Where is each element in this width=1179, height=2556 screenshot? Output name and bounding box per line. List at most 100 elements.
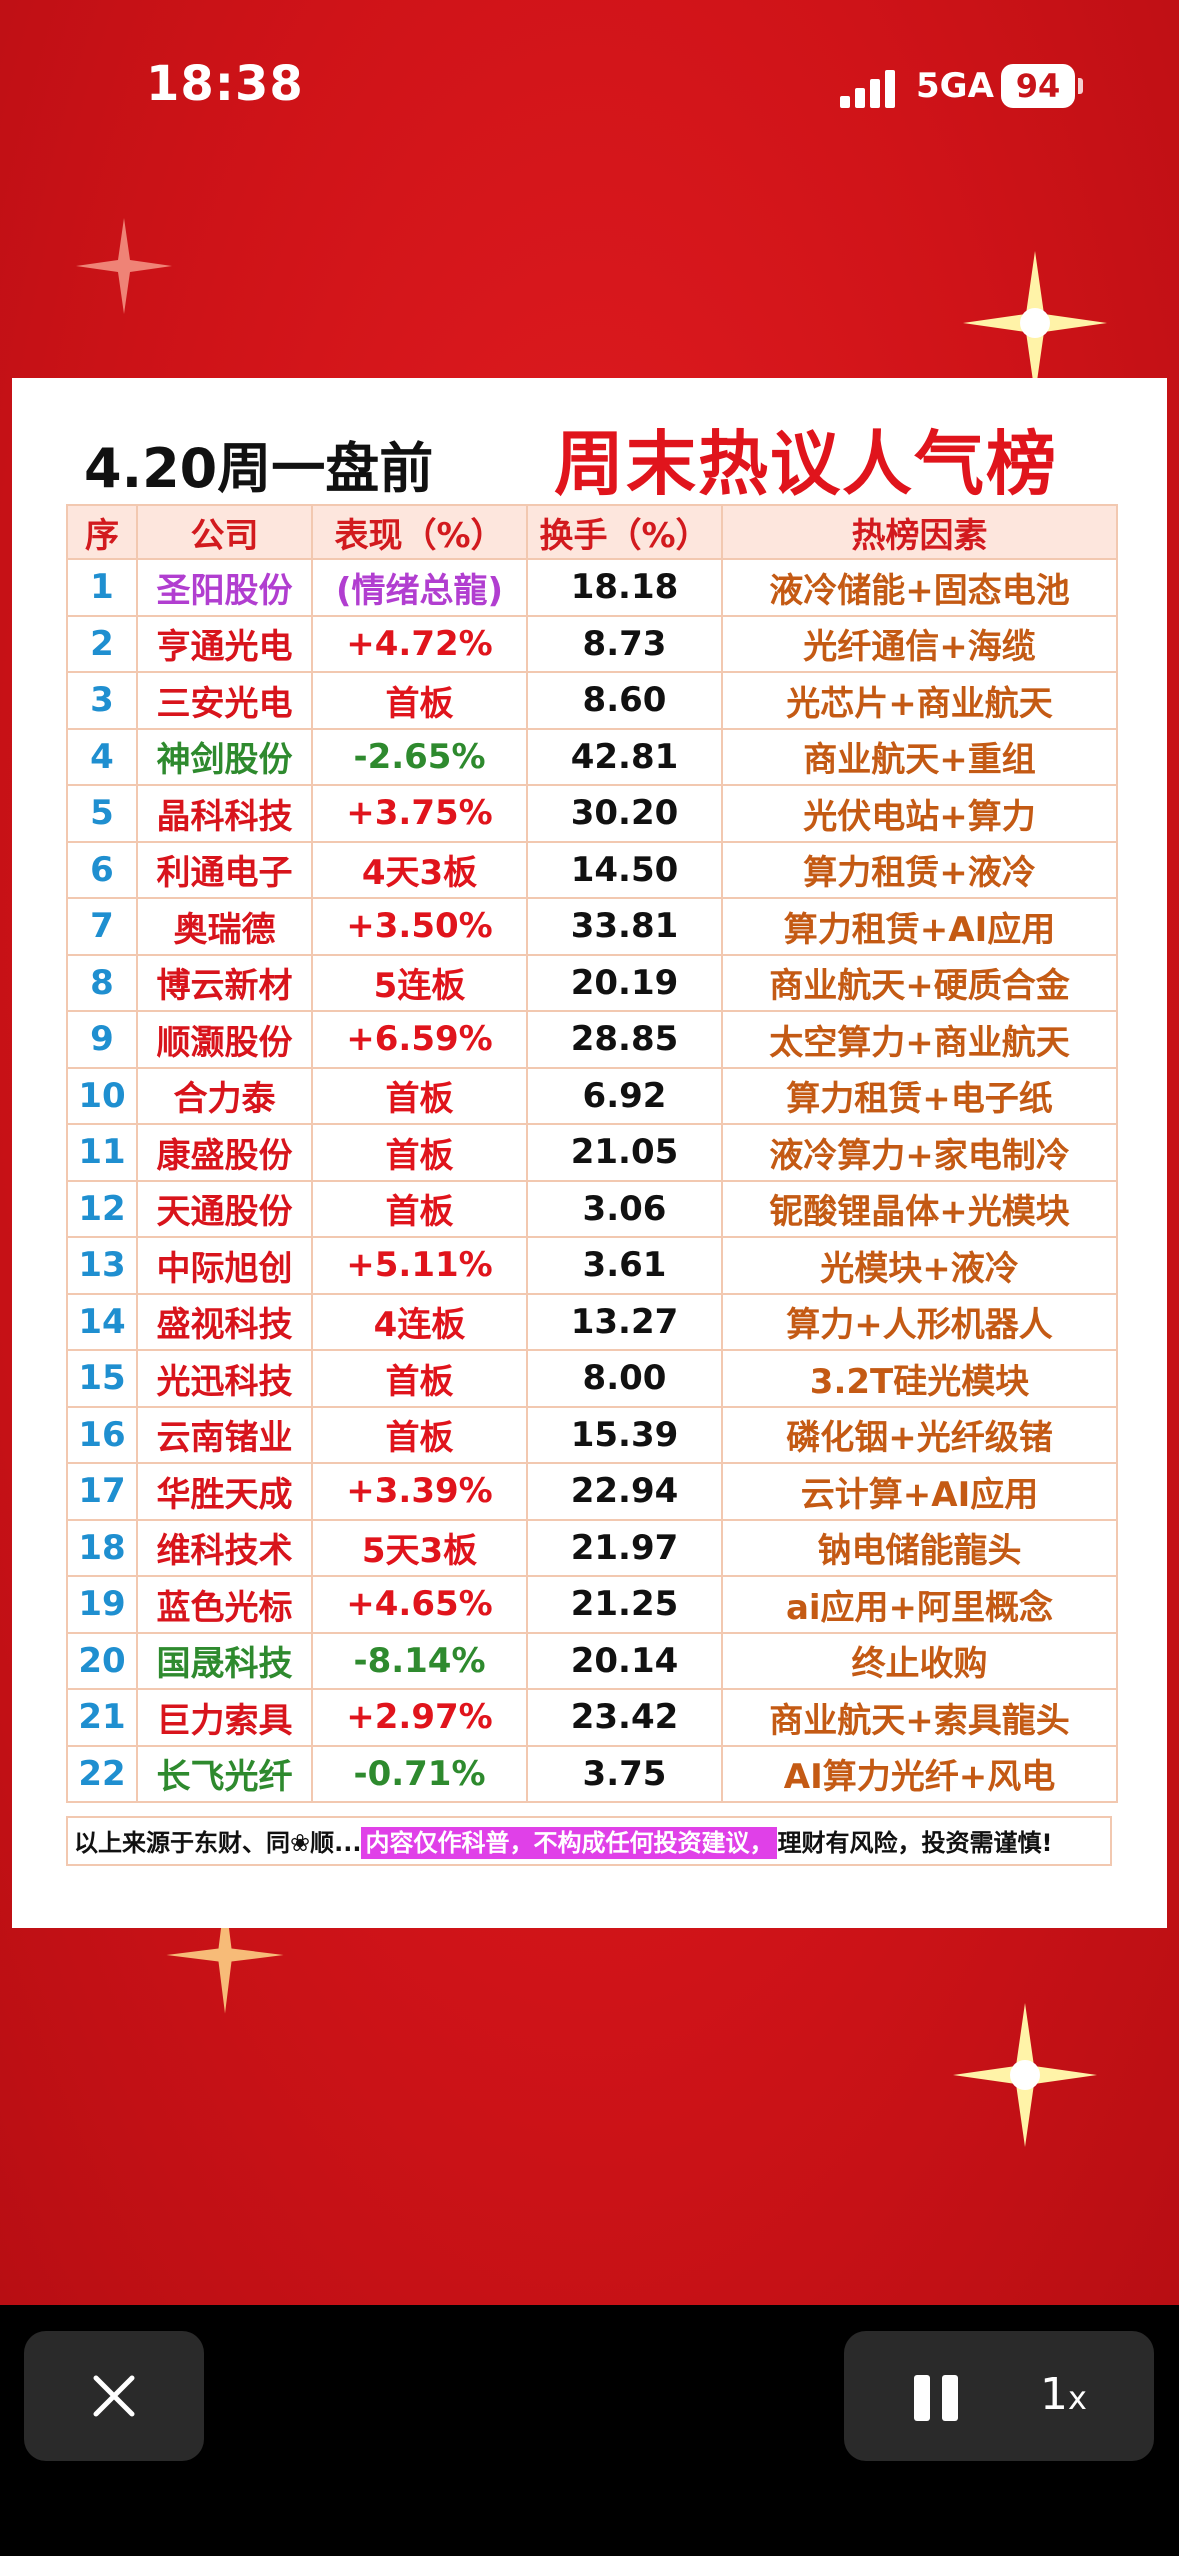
- row-performance: 4连板: [311, 1292, 528, 1351]
- row-company: 云南锗业: [136, 1405, 313, 1464]
- row-reason: 光纤通信+海缆: [721, 614, 1118, 673]
- table-row: 9 顺灏股份 +6.59% 28.85 太空算力+商业航天: [66, 1010, 1118, 1069]
- row-performance: +4.65%: [311, 1575, 528, 1634]
- table-row: 10 合力泰 首板 6.92 算力租赁+电子纸: [66, 1066, 1118, 1125]
- row-performance: 首板: [311, 1179, 528, 1238]
- row-index: 5: [66, 784, 138, 843]
- table-row: 8 博云新材 5连板 20.19 商业航天+硬质合金: [66, 953, 1118, 1012]
- row-company: 巨力索具: [136, 1688, 313, 1747]
- playback-speed-button[interactable]: 1x: [1040, 2369, 1087, 2420]
- row-turnover: 18.18: [526, 558, 723, 617]
- playback-controls: 1x: [844, 2331, 1154, 2461]
- row-company: 三安光电: [136, 671, 313, 730]
- row-turnover: 28.85: [526, 1010, 723, 1069]
- row-turnover: 20.19: [526, 953, 723, 1012]
- table-row: 5 晶科科技 +3.75% 30.20 光伏电站+算力: [66, 784, 1118, 843]
- header-turnover: 换手（%）: [526, 504, 723, 560]
- row-company: 国晟科技: [136, 1631, 313, 1690]
- row-performance: +3.39%: [311, 1462, 528, 1521]
- row-reason: 3.2T硅光模块: [721, 1349, 1118, 1408]
- row-turnover: 42.81: [526, 727, 723, 786]
- row-index: 14: [66, 1292, 138, 1351]
- row-company: 合力泰: [136, 1066, 313, 1125]
- row-turnover: 6.92: [526, 1066, 723, 1125]
- row-index: 19: [66, 1575, 138, 1634]
- header-index: 序: [66, 504, 138, 560]
- date-headline: 4.20周一盘前: [84, 437, 434, 500]
- table-row: 21 巨力索具 +2.97% 23.42 商业航天+索具龍头: [66, 1688, 1118, 1747]
- row-turnover: 15.39: [526, 1405, 723, 1464]
- disclaimer-highlight: 内容仅作科普，不构成任何投资建议，: [361, 1827, 778, 1859]
- row-reason: 终止收购: [721, 1631, 1118, 1690]
- table-row: 4 神剑股份 -2.65% 42.81 商业航天+重组: [66, 727, 1118, 786]
- table-row: 17 华胜天成 +3.39% 22.94 云计算+AI应用: [66, 1462, 1118, 1521]
- row-performance: 5天3板: [311, 1518, 528, 1577]
- row-performance: +5.11%: [311, 1236, 528, 1295]
- row-reason: 太空算力+商业航天: [721, 1010, 1118, 1069]
- row-reason: 铌酸锂晶体+光模块: [721, 1179, 1118, 1238]
- close-button[interactable]: [24, 2331, 204, 2461]
- row-performance: 4天3板: [311, 840, 528, 899]
- row-turnover: 8.73: [526, 614, 723, 673]
- row-index: 21: [66, 1688, 138, 1747]
- list-title: 周末热议人气榜: [554, 423, 1058, 505]
- row-company: 光迅科技: [136, 1349, 313, 1408]
- row-company: 康盛股份: [136, 1123, 313, 1182]
- row-turnover: 33.81: [526, 897, 723, 956]
- row-index: 3: [66, 671, 138, 730]
- row-turnover: 3.61: [526, 1236, 723, 1295]
- header-company: 公司: [136, 504, 313, 560]
- row-index: 15: [66, 1349, 138, 1408]
- status-time: 18:38: [146, 56, 304, 112]
- row-performance: 首板: [311, 1123, 528, 1182]
- row-index: 7: [66, 897, 138, 956]
- row-index: 8: [66, 953, 138, 1012]
- row-reason: AI算力光纤+风电: [721, 1744, 1118, 1803]
- battery-icon: 94: [1001, 64, 1075, 108]
- row-index: 2: [66, 614, 138, 673]
- row-index: 17: [66, 1462, 138, 1521]
- row-reason: 算力租赁+电子纸: [721, 1066, 1118, 1125]
- table-row: 15 光迅科技 首板 8.00 3.2T硅光模块: [66, 1349, 1118, 1408]
- table-row: 11 康盛股份 首板 21.05 液冷算力+家电制冷: [66, 1123, 1118, 1182]
- row-company: 蓝色光标: [136, 1575, 313, 1634]
- row-turnover: 13.27: [526, 1292, 723, 1351]
- row-turnover: 3.75: [526, 1744, 723, 1803]
- row-performance: +6.59%: [311, 1010, 528, 1069]
- row-reason: 算力租赁+AI应用: [721, 897, 1118, 956]
- table-row: 19 蓝色光标 +4.65% 21.25 ai应用+阿里概念: [66, 1575, 1118, 1634]
- table-row: 1 圣阳股份 (情绪总龍) 18.18 液冷储能+固态电池: [66, 558, 1118, 617]
- row-performance: 5连板: [311, 953, 528, 1012]
- speed-unit: x: [1068, 2379, 1087, 2417]
- pause-button[interactable]: [914, 2375, 958, 2421]
- row-performance: 首板: [311, 1349, 528, 1408]
- table-row: 2 亨通光电 +4.72% 8.73 光纤通信+海缆: [66, 614, 1118, 673]
- row-turnover: 20.14: [526, 1631, 723, 1690]
- row-company: 天通股份: [136, 1179, 313, 1238]
- table-row: 22 长飞光纤 -0.71% 3.75 AI算力光纤+风电: [66, 1744, 1118, 1803]
- battery-tip: [1078, 78, 1083, 94]
- table-header-row: 序 公司 表现（%） 换手（%） 热榜因素: [66, 504, 1118, 560]
- row-company: 亨通光电: [136, 614, 313, 673]
- row-reason: 磷化铟+光纤级锗: [721, 1405, 1118, 1464]
- row-company: 中际旭创: [136, 1236, 313, 1295]
- row-turnover: 23.42: [526, 1688, 723, 1747]
- row-index: 20: [66, 1631, 138, 1690]
- disclaimer: 以上来源于东财、同❀顺... 内容仅作科普，不构成任何投资建议， 理财有风险，投资需…: [66, 1816, 1112, 1866]
- row-performance: -0.71%: [311, 1744, 528, 1803]
- row-reason: 商业航天+重组: [721, 727, 1118, 786]
- table-row: 3 三安光电 首板 8.60 光芯片+商业航天: [66, 671, 1118, 730]
- row-performance: +4.72%: [311, 614, 528, 673]
- row-turnover: 3.06: [526, 1179, 723, 1238]
- row-reason: 算力租赁+液冷: [721, 840, 1118, 899]
- row-reason: 钠电储能龍头: [721, 1518, 1118, 1577]
- row-index: 18: [66, 1518, 138, 1577]
- row-performance: 首板: [311, 671, 528, 730]
- table-row: 18 维科技术 5天3板 21.97 钠电储能龍头: [66, 1518, 1118, 1577]
- row-performance: +3.50%: [311, 897, 528, 956]
- table-body: 1 圣阳股份 (情绪总龍) 18.18 液冷储能+固态电池 2 亨通光电 +4.72% 8.73…: [66, 558, 1118, 1803]
- row-performance: +2.97%: [311, 1688, 528, 1747]
- close-icon: [93, 2375, 135, 2417]
- row-index: 9: [66, 1010, 138, 1069]
- row-index: 11: [66, 1123, 138, 1182]
